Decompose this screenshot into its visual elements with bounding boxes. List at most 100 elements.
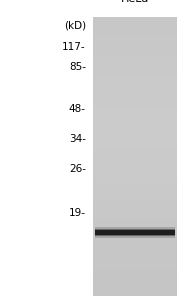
Bar [93, 86, 177, 87]
Bar [93, 177, 177, 178]
Bar [93, 59, 177, 60]
Bar [93, 268, 177, 269]
Bar [93, 235, 177, 236]
Bar [93, 40, 177, 41]
Bar [93, 185, 177, 186]
Bar [93, 112, 177, 113]
Bar [93, 91, 177, 92]
Bar [93, 143, 177, 144]
Bar [93, 101, 177, 102]
Bar [93, 189, 177, 190]
Bar [93, 183, 177, 184]
Bar [93, 125, 177, 126]
Bar [93, 69, 177, 70]
Bar [93, 133, 177, 134]
Bar [93, 202, 177, 203]
Bar [93, 41, 177, 42]
Bar [93, 92, 177, 93]
Bar [93, 127, 177, 128]
Bar [93, 145, 177, 146]
Bar [93, 233, 177, 234]
Bar [93, 193, 177, 194]
Bar [93, 223, 177, 224]
Bar [93, 55, 177, 56]
Bar [93, 95, 177, 97]
Bar [93, 264, 177, 265]
Bar [93, 139, 177, 140]
Text: 26-: 26- [69, 164, 86, 175]
Bar [93, 130, 177, 131]
Text: HeLa: HeLa [121, 0, 149, 4]
Bar [93, 221, 177, 222]
Bar [93, 225, 177, 226]
Bar [93, 245, 177, 246]
Text: (kD): (kD) [64, 20, 86, 31]
Bar [93, 99, 177, 100]
Bar [93, 82, 177, 83]
Bar [93, 179, 177, 180]
Bar [93, 106, 177, 107]
Bar [93, 294, 177, 295]
Bar [93, 281, 177, 283]
Bar [93, 89, 177, 90]
Bar [93, 90, 177, 91]
Bar [93, 154, 177, 155]
Bar [93, 187, 177, 188]
Bar [93, 119, 177, 120]
Bar [93, 38, 177, 39]
Bar [93, 267, 177, 268]
Bar [93, 251, 177, 252]
Bar [93, 175, 177, 176]
Bar [93, 236, 177, 237]
Bar [93, 148, 177, 149]
Bar [93, 126, 177, 127]
Bar [93, 58, 177, 59]
Bar [93, 72, 177, 73]
Bar [93, 111, 177, 112]
Bar [93, 265, 177, 266]
Bar [93, 228, 177, 229]
Bar [93, 53, 177, 54]
Bar [93, 75, 177, 76]
Bar [93, 201, 177, 202]
Bar [93, 247, 177, 248]
Bar [93, 195, 177, 196]
Bar [93, 213, 177, 214]
Bar [93, 200, 177, 201]
Bar [93, 239, 177, 240]
Bar [93, 30, 177, 31]
Bar [93, 26, 177, 27]
Bar [93, 165, 177, 166]
Bar [93, 279, 177, 280]
Bar [93, 288, 177, 289]
Bar [93, 270, 177, 271]
Bar [93, 45, 177, 46]
Bar [93, 70, 177, 71]
Bar [93, 115, 177, 116]
Bar [93, 191, 177, 192]
Bar [93, 97, 177, 98]
Bar [93, 158, 177, 159]
Bar [93, 150, 177, 151]
Bar [93, 77, 177, 78]
Bar [93, 35, 177, 36]
Bar [93, 164, 177, 165]
Bar [93, 78, 177, 79]
Bar [93, 168, 177, 169]
Bar [93, 163, 177, 164]
Bar [93, 79, 177, 80]
Bar [93, 118, 177, 119]
Bar [93, 244, 177, 245]
Bar [93, 280, 177, 281]
Bar [93, 137, 177, 138]
Bar [93, 162, 177, 163]
Text: 85-: 85- [69, 62, 86, 73]
Bar [93, 274, 177, 275]
Bar [93, 220, 177, 221]
Bar [93, 174, 177, 175]
Bar [93, 169, 177, 170]
Bar [93, 64, 177, 65]
Bar [93, 108, 177, 109]
Bar [93, 62, 177, 63]
Bar [93, 121, 177, 122]
